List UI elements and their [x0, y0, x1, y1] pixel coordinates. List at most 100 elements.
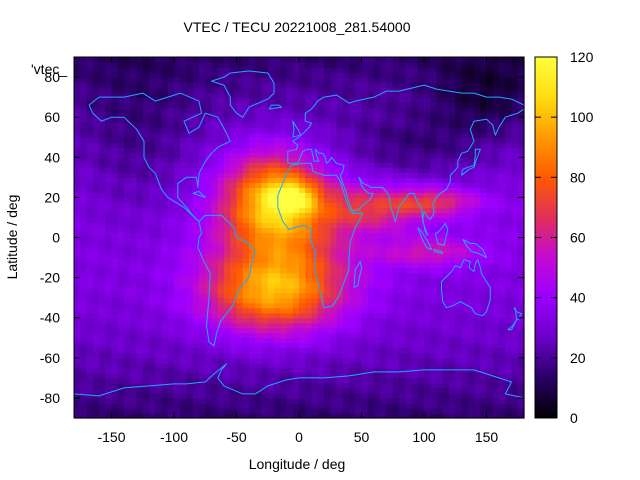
- heatmap-cell: [361, 322, 369, 329]
- heatmap-cell: [399, 207, 406, 214]
- heatmap-cell: [367, 342, 375, 349]
- heatmap-cell: [349, 332, 356, 339]
- heatmap-cell: [305, 257, 313, 264]
- heatmap-cell: [449, 72, 456, 78]
- heatmap-cell: [299, 87, 306, 93]
- heatmap-cell: [355, 177, 363, 183]
- heatmap-cell: [130, 177, 138, 183]
- heatmap-cell: [86, 172, 94, 178]
- heatmap-cell: [192, 87, 200, 93]
- heatmap-cell: [355, 202, 363, 209]
- heatmap-cell: [217, 187, 225, 193]
- heatmap-cell: [174, 92, 181, 98]
- heatmap-cell: [130, 362, 138, 369]
- heatmap-cell: [155, 367, 163, 374]
- heatmap-cell: [142, 387, 150, 394]
- heatmap-cell: [317, 227, 325, 234]
- heatmap-cell: [242, 392, 250, 399]
- heatmap-cell: [249, 292, 256, 299]
- heatmap-cell: [449, 217, 456, 224]
- heatmap-cell: [355, 282, 363, 289]
- heatmap-cell: [224, 397, 231, 404]
- heatmap-cell: [492, 292, 500, 299]
- heatmap-cell: [211, 152, 219, 158]
- heatmap-cell: [217, 162, 225, 168]
- heatmap-cell: [186, 227, 194, 234]
- heatmap-cell: [292, 152, 300, 158]
- heatmap-cell: [280, 307, 288, 314]
- heatmap-cell: [317, 377, 325, 384]
- heatmap-cell: [99, 382, 106, 389]
- heatmap-cell: [117, 347, 125, 354]
- heatmap-cell: [505, 142, 513, 148]
- heatmap-cell: [261, 357, 269, 364]
- heatmap-cell: [455, 262, 463, 269]
- heatmap-cell: [342, 167, 350, 173]
- heatmap-cell: [455, 187, 463, 193]
- heatmap-cell: [167, 387, 175, 394]
- heatmap-cell: [455, 317, 463, 324]
- heatmap-cell: [142, 357, 150, 364]
- heatmap-cell: [136, 207, 144, 214]
- heatmap-cell: [436, 92, 444, 98]
- heatmap-cell: [242, 337, 250, 344]
- heatmap-cell: [267, 147, 275, 153]
- heatmap-cell: [311, 327, 319, 334]
- heatmap-cell: [80, 197, 88, 203]
- heatmap-cell: [211, 377, 219, 384]
- heatmap-cell: [492, 337, 500, 344]
- heatmap-cell: [405, 92, 413, 98]
- heatmap-cell: [311, 352, 319, 359]
- heatmap-cell: [411, 247, 419, 254]
- heatmap-cell: [417, 242, 425, 249]
- heatmap-cell: [105, 312, 113, 319]
- heatmap-cell: [380, 127, 388, 133]
- heatmap-cell: [486, 162, 494, 168]
- heatmap-cell: [92, 237, 100, 244]
- heatmap-cell: [430, 97, 438, 103]
- heatmap-cell: [449, 287, 456, 294]
- heatmap-cell: [167, 127, 175, 133]
- heatmap-cell: [449, 297, 456, 304]
- heatmap-cell: [124, 77, 131, 83]
- heatmap-cell: [136, 107, 144, 113]
- heatmap-cell: [124, 147, 131, 153]
- heatmap-cell: [392, 117, 400, 123]
- heatmap-cell: [186, 342, 194, 349]
- heatmap-cell: [286, 142, 294, 148]
- heatmap-cell: [211, 357, 219, 364]
- heatmap-cell: [405, 247, 413, 254]
- heatmap-cell: [211, 412, 219, 419]
- heatmap-cell: [405, 77, 413, 83]
- heatmap-cell: [330, 187, 338, 193]
- heatmap-cell: [199, 107, 206, 113]
- heatmap-cell: [274, 122, 281, 128]
- heatmap-cell: [486, 77, 494, 83]
- heatmap-cell: [92, 372, 100, 379]
- heatmap-cell: [180, 232, 188, 239]
- heatmap-cell: [417, 287, 425, 294]
- heatmap-cell: [342, 202, 350, 209]
- heatmap-cell: [317, 257, 325, 264]
- heatmap-cell: [467, 132, 475, 138]
- heatmap-cell: [74, 172, 81, 178]
- heatmap-cell: [411, 302, 419, 309]
- heatmap-cell: [505, 87, 513, 93]
- heatmap-cell: [367, 227, 375, 234]
- heatmap-cell: [467, 337, 475, 344]
- heatmap-cell: [305, 307, 313, 314]
- heatmap-cell: [292, 247, 300, 254]
- heatmap-cell: [449, 182, 456, 188]
- heatmap-cell: [224, 282, 231, 289]
- heatmap-cell: [292, 327, 300, 334]
- heatmap-cell: [349, 107, 356, 113]
- heatmap-cell: [299, 277, 306, 284]
- heatmap-cell: [161, 317, 169, 324]
- heatmap-cell: [374, 322, 381, 329]
- heatmap-cell: [455, 182, 463, 188]
- heatmap-cell: [417, 152, 425, 158]
- heatmap-cell: [299, 292, 306, 299]
- heatmap-cell: [517, 157, 525, 163]
- heatmap-cell: [317, 277, 325, 284]
- heatmap-cell: [205, 147, 213, 153]
